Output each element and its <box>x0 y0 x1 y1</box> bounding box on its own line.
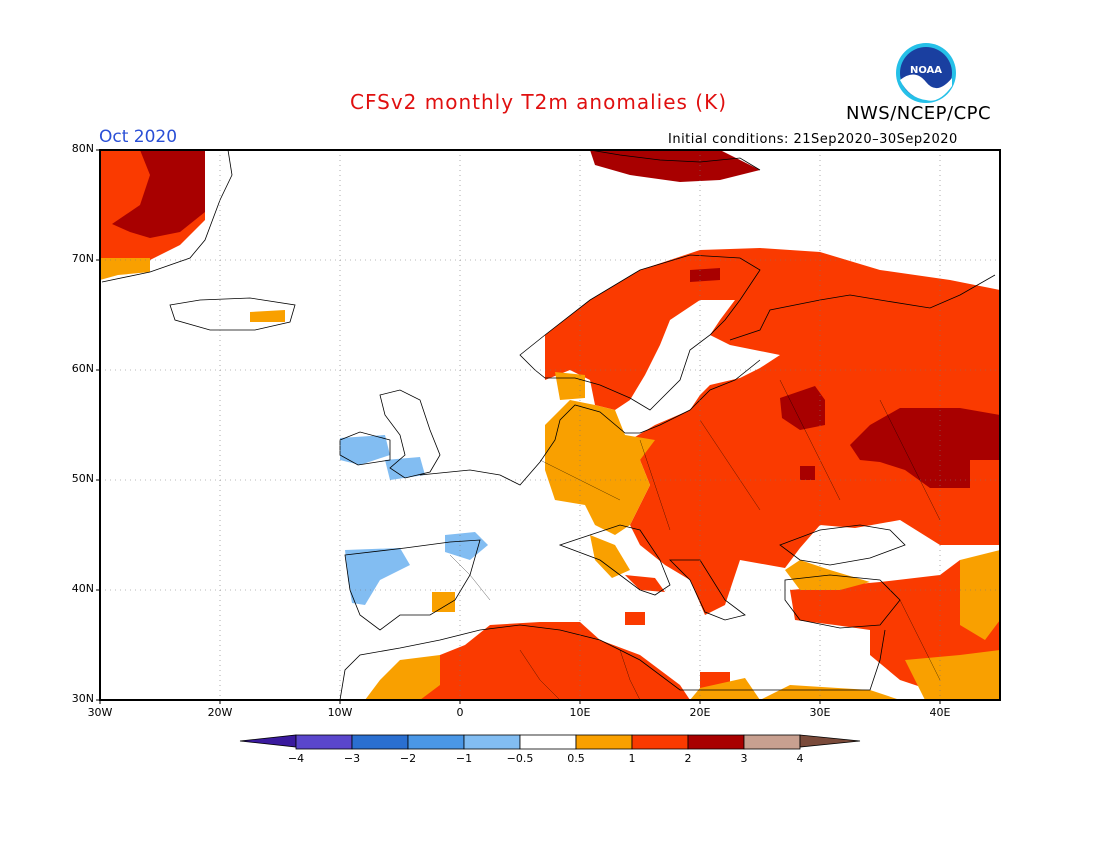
initial-conditions: Initial conditions: 21Sep2020–30Sep2020 <box>668 132 958 147</box>
colorbar <box>239 734 861 750</box>
y-tick-label: 80N <box>71 142 94 155</box>
colorbar-bin <box>463 734 521 750</box>
colorbar-bin <box>519 734 577 750</box>
noaa-logo-icon: NOAA <box>896 43 956 103</box>
y-tick-label: 30N <box>71 692 94 705</box>
colorbar-label: 4 <box>796 752 804 765</box>
y-tick-label: 50N <box>71 472 94 485</box>
colorbar-bin <box>687 734 745 750</box>
forecast-month: Oct 2020 <box>99 127 178 147</box>
x-tick-label: 40E <box>929 706 951 719</box>
colorbar-label: 0.5 <box>567 752 585 765</box>
y-tick-label: 40N <box>71 582 94 595</box>
y-tick-label: 70N <box>71 252 94 265</box>
colorbar-label: −4 <box>287 752 305 765</box>
x-tick-label: 30W <box>87 706 113 719</box>
colorbar-label: −1 <box>455 752 473 765</box>
logo-text: NOAA <box>910 65 942 76</box>
colorbar-arrow-left <box>239 734 297 748</box>
x-tick-label: 0 <box>456 706 464 719</box>
colorbar-label: 3 <box>740 752 748 765</box>
anomaly-warm-3 <box>112 150 1000 488</box>
map-frame <box>96 149 1001 704</box>
x-tick-label: 30E <box>809 706 831 719</box>
y-tick-label: 60N <box>71 362 94 375</box>
colorbar-bin <box>351 734 409 750</box>
colorbar-bin <box>295 734 353 750</box>
colorbar-label: −3 <box>343 752 361 765</box>
coastlines <box>101 149 996 701</box>
colorbar-label: −2 <box>399 752 417 765</box>
agency-label: NWS/NCEP/CPC <box>846 103 992 124</box>
anomaly-warm-2 <box>100 150 1000 700</box>
colorbar-label: 2 <box>684 752 692 765</box>
x-tick-label: 10E <box>569 706 591 719</box>
anomaly-cool <box>340 435 488 605</box>
anomaly-warm-1 <box>100 258 1000 700</box>
colorbar-label: −0.5 <box>506 752 534 765</box>
colorbar-bin <box>575 734 633 750</box>
colorbar-bin <box>743 734 801 750</box>
colorbar-label: 1 <box>628 752 636 765</box>
x-tick-label: 10W <box>327 706 353 719</box>
country-borders <box>449 379 941 701</box>
colorbar-bin <box>631 734 689 750</box>
colorbar-arrow-right <box>799 734 861 748</box>
x-tick-label: 20E <box>689 706 711 719</box>
x-tick-label: 20W <box>207 706 233 719</box>
map-title: CFSv2 monthly T2m anomalies (K) <box>350 90 727 114</box>
gridlines <box>100 150 1000 700</box>
colorbar-bin <box>407 734 465 750</box>
map-background <box>100 150 1000 700</box>
